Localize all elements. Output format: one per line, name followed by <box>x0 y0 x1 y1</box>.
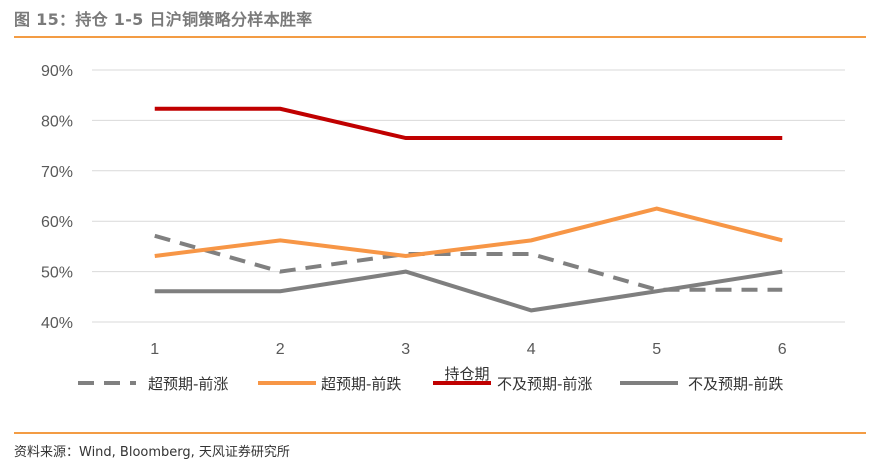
source-note: 资料来源：Wind, Bloomberg, 天风证券研究所 <box>14 445 290 460</box>
x-tick-label: 4 <box>527 341 536 358</box>
y-tick-label: 60% <box>41 214 73 231</box>
x-tick-label: 5 <box>652 341 661 358</box>
x-tick-label: 3 <box>401 341 410 358</box>
grid-lines <box>92 69 845 323</box>
y-tick-label: 80% <box>41 113 73 130</box>
series-line <box>154 206 783 258</box>
y-tick-label: 40% <box>41 315 73 332</box>
x-axis-ticks: 1 2 3 4 5 6 <box>150 341 787 358</box>
x-tick-label: 1 <box>150 341 159 358</box>
x-tick-label: 2 <box>276 341 285 358</box>
legend: 超预期-前涨 超预期-前跌 不及预期-前涨 不及预期-前跌 <box>78 375 783 393</box>
series-line <box>154 269 783 313</box>
y-tick-label: 90% <box>41 63 73 80</box>
x-tick-label: 6 <box>778 341 787 358</box>
legend-label: 不及预期-前跌 <box>688 375 783 393</box>
y-axis-ticks: 40% 50% 60% 70% 80% 90% <box>41 63 73 332</box>
series-line <box>154 106 783 141</box>
legend-label: 不及预期-前涨 <box>497 375 592 393</box>
y-tick-label: 50% <box>41 265 73 282</box>
legend-label: 超预期-前跌 <box>321 375 401 393</box>
series-lines <box>154 106 783 313</box>
legend-label: 超预期-前涨 <box>148 375 228 393</box>
bottom-divider <box>14 432 866 434</box>
y-tick-label: 70% <box>41 164 73 181</box>
x-axis-title: 持仓期 <box>444 365 489 383</box>
chart-title: 图 15：持仓 1-5 日沪铜策略分样本胜率 <box>14 10 313 29</box>
top-divider <box>14 36 866 38</box>
